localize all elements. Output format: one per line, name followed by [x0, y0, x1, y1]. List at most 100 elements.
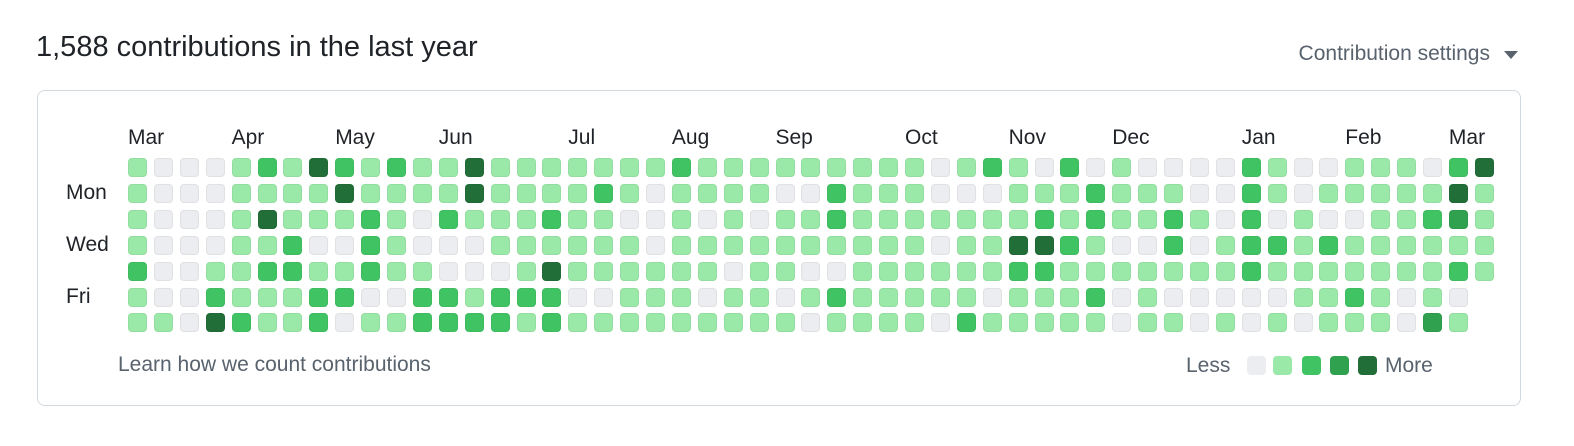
contribution-day-cell[interactable]: [1474, 158, 1494, 177]
contribution-day-cell[interactable]: [128, 313, 147, 333]
contribution-day-cell[interactable]: [128, 261, 147, 281]
contribution-day-cell[interactable]: [438, 287, 458, 307]
contribution-day-cell[interactable]: [542, 287, 562, 307]
contribution-day-cell[interactable]: [1267, 287, 1287, 307]
contribution-day-cell[interactable]: [1371, 183, 1391, 203]
contribution-day-cell[interactable]: [438, 209, 458, 229]
contribution-day-cell[interactable]: [749, 235, 769, 255]
contribution-day-cell[interactable]: [982, 287, 1002, 307]
contribution-day-cell[interactable]: [827, 287, 847, 307]
contribution-day-cell[interactable]: [1086, 158, 1106, 177]
contribution-day-cell[interactable]: [620, 209, 640, 229]
contribution-day-cell[interactable]: [1138, 209, 1158, 229]
contribution-day-cell[interactable]: [930, 261, 950, 281]
contribution-day-cell[interactable]: [128, 183, 147, 203]
contribution-day-cell[interactable]: [879, 183, 899, 203]
contribution-day-cell[interactable]: [1138, 158, 1158, 177]
contribution-day-cell[interactable]: [749, 209, 769, 229]
contribution-day-cell[interactable]: [671, 158, 691, 177]
contribution-day-cell[interactable]: [1189, 287, 1209, 307]
contribution-day-cell[interactable]: [801, 287, 821, 307]
contribution-day-cell[interactable]: [801, 158, 821, 177]
contribution-day-cell[interactable]: [1267, 183, 1287, 203]
contribution-day-cell[interactable]: [387, 261, 406, 281]
contribution-day-cell[interactable]: [1138, 183, 1158, 203]
contribution-day-cell[interactable]: [412, 287, 432, 307]
contribution-day-cell[interactable]: [1164, 261, 1183, 281]
contribution-day-cell[interactable]: [1241, 261, 1261, 281]
contribution-day-cell[interactable]: [1241, 235, 1261, 255]
contribution-day-cell[interactable]: [1319, 209, 1339, 229]
contribution-day-cell[interactable]: [982, 158, 1002, 177]
contribution-day-cell[interactable]: [1164, 313, 1183, 333]
contribution-day-cell[interactable]: [179, 313, 199, 333]
contribution-day-cell[interactable]: [930, 287, 950, 307]
contribution-day-cell[interactable]: [801, 183, 821, 203]
contribution-day-cell[interactable]: [879, 287, 899, 307]
contribution-day-cell[interactable]: [231, 209, 251, 229]
contribution-day-cell[interactable]: [879, 261, 899, 281]
contribution-day-cell[interactable]: [1112, 287, 1132, 307]
contribution-day-cell[interactable]: [464, 209, 484, 229]
contribution-day-cell[interactable]: [1164, 183, 1183, 203]
contribution-day-cell[interactable]: [1034, 235, 1054, 255]
contribution-day-cell[interactable]: [128, 235, 147, 255]
contribution-day-cell[interactable]: [1345, 158, 1365, 177]
contribution-day-cell[interactable]: [905, 287, 924, 307]
contribution-day-cell[interactable]: [697, 209, 717, 229]
contribution-day-cell[interactable]: [464, 183, 484, 203]
contribution-day-cell[interactable]: [671, 235, 691, 255]
contribution-day-cell[interactable]: [1034, 287, 1054, 307]
contribution-day-cell[interactable]: [1397, 158, 1417, 177]
contribution-day-cell[interactable]: [1293, 235, 1313, 255]
contribution-day-cell[interactable]: [387, 158, 406, 177]
contribution-day-cell[interactable]: [1345, 209, 1365, 229]
contribution-day-cell[interactable]: [283, 313, 303, 333]
contribution-day-cell[interactable]: [1319, 261, 1339, 281]
contribution-day-cell[interactable]: [1423, 287, 1442, 307]
contribution-day-cell[interactable]: [1112, 235, 1132, 255]
contribution-day-cell[interactable]: [257, 158, 277, 177]
contribution-day-cell[interactable]: [516, 158, 536, 177]
contribution-day-cell[interactable]: [568, 183, 588, 203]
contribution-day-cell[interactable]: [542, 261, 562, 281]
contribution-day-cell[interactable]: [775, 313, 795, 333]
contribution-day-cell[interactable]: [930, 209, 950, 229]
contribution-day-cell[interactable]: [1319, 183, 1339, 203]
contribution-day-cell[interactable]: [1423, 261, 1442, 281]
contribution-day-cell[interactable]: [205, 287, 225, 307]
contribution-day-cell[interactable]: [1423, 209, 1442, 229]
contribution-day-cell[interactable]: [542, 158, 562, 177]
contribution-day-cell[interactable]: [646, 261, 665, 281]
contribution-day-cell[interactable]: [594, 313, 614, 333]
contribution-day-cell[interactable]: [257, 261, 277, 281]
contribution-day-cell[interactable]: [542, 313, 562, 333]
contribution-day-cell[interactable]: [1138, 287, 1158, 307]
contribution-day-cell[interactable]: [231, 261, 251, 281]
contribution-day-cell[interactable]: [179, 158, 199, 177]
contribution-day-cell[interactable]: [309, 235, 329, 255]
contribution-day-cell[interactable]: [490, 261, 510, 281]
contribution-day-cell[interactable]: [231, 158, 251, 177]
contribution-day-cell[interactable]: [283, 209, 303, 229]
contribution-day-cell[interactable]: [646, 209, 665, 229]
contribution-day-cell[interactable]: [205, 158, 225, 177]
contribution-day-cell[interactable]: [1008, 158, 1028, 177]
contribution-day-cell[interactable]: [1034, 183, 1054, 203]
contribution-day-cell[interactable]: [516, 261, 536, 281]
contribution-day-cell[interactable]: [464, 235, 484, 255]
contribution-day-cell[interactable]: [1189, 158, 1209, 177]
contribution-day-cell[interactable]: [309, 183, 329, 203]
contribution-day-cell[interactable]: [905, 183, 924, 203]
contribution-day-cell[interactable]: [697, 287, 717, 307]
contribution-day-cell[interactable]: [1034, 313, 1054, 333]
contribution-day-cell[interactable]: [930, 235, 950, 255]
contribution-day-cell[interactable]: [1293, 209, 1313, 229]
contribution-day-cell[interactable]: [335, 313, 355, 333]
contribution-day-cell[interactable]: [1112, 209, 1132, 229]
contribution-day-cell[interactable]: [153, 287, 173, 307]
contribution-day-cell[interactable]: [956, 313, 976, 333]
contribution-day-cell[interactable]: [697, 158, 717, 177]
contribution-day-cell[interactable]: [1164, 209, 1183, 229]
contribution-day-cell[interactable]: [387, 235, 406, 255]
